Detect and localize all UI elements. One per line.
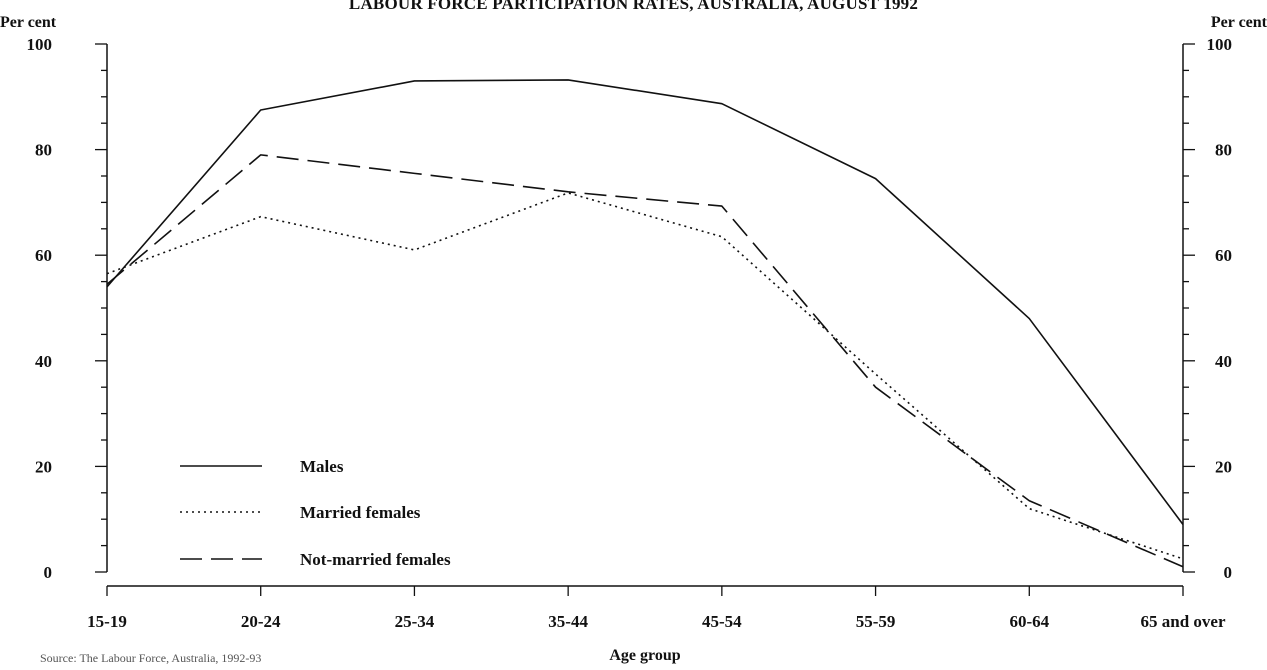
- x-tick-label: 65 and over: [1141, 612, 1226, 631]
- y-tick-label-left: 80: [35, 141, 52, 160]
- axes: 0 0 20 20 40 40 60 60 80 80 100 100 Per cent Per cent…: [0, 14, 1267, 664]
- y-tick-label-left: 20: [35, 457, 52, 476]
- x-tick-label: 20-24: [241, 612, 281, 631]
- x-tick-label: 35-44: [548, 612, 588, 631]
- y-axis-title-left: Per cent: [0, 14, 57, 31]
- y-tick-label-right: 40: [1215, 352, 1232, 371]
- legend-label: Married females: [300, 503, 421, 522]
- y-tick-label-right: 60: [1215, 246, 1232, 265]
- y-tick-label-right: 0: [1224, 563, 1233, 582]
- y-axis-title-right: Per cent: [1211, 14, 1267, 31]
- y-tick-label-right: 100: [1207, 35, 1233, 54]
- legend: Males Married females Not-married females: [180, 457, 451, 569]
- legend-label: Males: [300, 457, 344, 476]
- x-tick-label: 55-59: [856, 612, 896, 631]
- series-line: [106, 79, 1184, 525]
- legend-label: Not-married females: [300, 550, 451, 569]
- y-tick-label-left: 60: [35, 246, 52, 265]
- y-tick-label-left: 100: [27, 35, 53, 54]
- x-tick-label: 60-64: [1009, 612, 1049, 631]
- x-tick-label: 15-19: [87, 612, 127, 631]
- chart-title: LABOUR FORCE PARTICIPATION RATES, AUSTRA…: [348, 0, 919, 13]
- series-line: [106, 192, 1184, 560]
- y-tick-label-right: 20: [1215, 457, 1232, 476]
- x-tick-label: 45-54: [702, 612, 742, 631]
- source-note: Source: The Labour Force, Australia, 199…: [40, 651, 261, 665]
- series-line: [106, 154, 1184, 568]
- series-layer: [106, 79, 1184, 568]
- y-tick-label-left: 0: [44, 563, 53, 582]
- x-axis-title: Age group: [609, 647, 680, 664]
- y-tick-label-right: 80: [1215, 141, 1232, 160]
- x-tick-label: 25-34: [395, 612, 435, 631]
- y-tick-label-left: 40: [35, 352, 52, 371]
